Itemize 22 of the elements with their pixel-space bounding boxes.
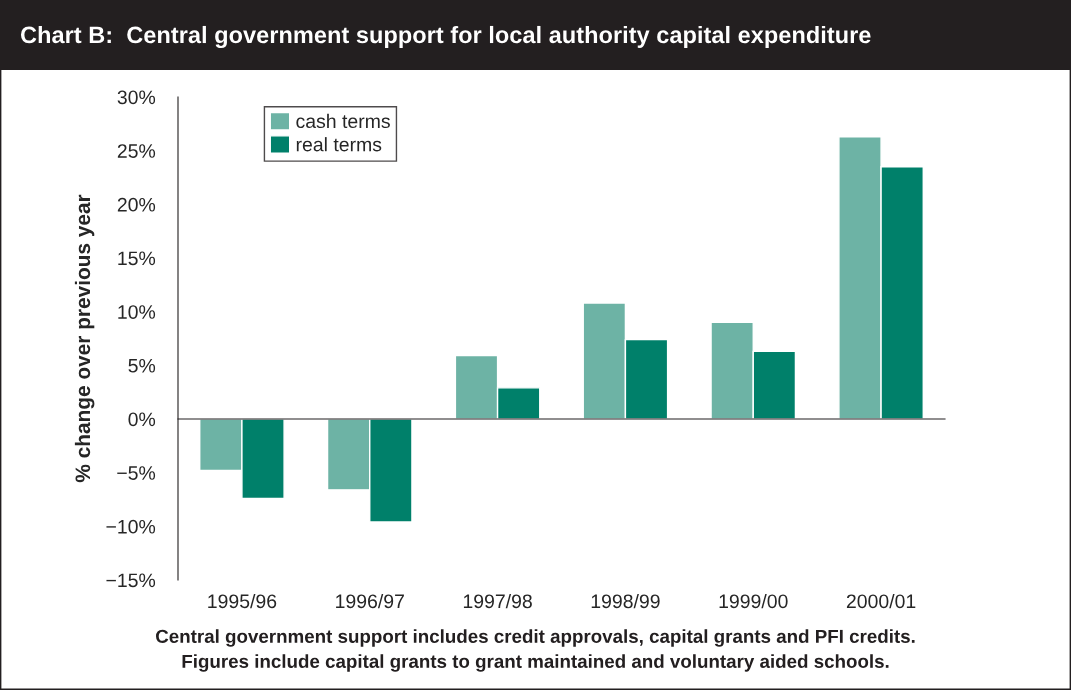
y-tick-label: −5%	[117, 466, 156, 480]
y-axis-title: % change over previous year	[74, 194, 95, 483]
y-tick-label: 20%	[117, 197, 156, 212]
x-tick-label: 2000/01	[846, 593, 916, 609]
y-tick-label: 15%	[118, 251, 156, 266]
legend-label: real terms	[296, 137, 382, 152]
y-tick-label: 10%	[118, 305, 156, 319]
legend-label: cash terms	[296, 113, 390, 129]
x-tick-label: 1998/99	[591, 593, 660, 609]
x-tick-label: 1997/98	[463, 593, 532, 609]
y-tick-label: 30%	[117, 90, 156, 105]
y-tick-label: 25%	[117, 144, 156, 158]
chart-title: Chart B: Central government support for local authority capital expenditure	[20, 25, 871, 49]
x-tick-label: 1995/96	[208, 593, 277, 609]
y-tick-label: 0%	[128, 412, 156, 427]
x-tick-label: 1999/00	[719, 593, 788, 609]
text: Central government support includes credit approvals, capital grants and PFI credits.	[156, 629, 915, 647]
text: Figures include capital grants to grant maintained and voluntary aided schools.	[182, 654, 889, 672]
y-tick-label: −15%	[106, 573, 156, 588]
y-tick-label: 5%	[128, 358, 156, 373]
y-tick-label: −10%	[106, 519, 156, 534]
x-tick-label: 1996/97	[336, 593, 404, 609]
